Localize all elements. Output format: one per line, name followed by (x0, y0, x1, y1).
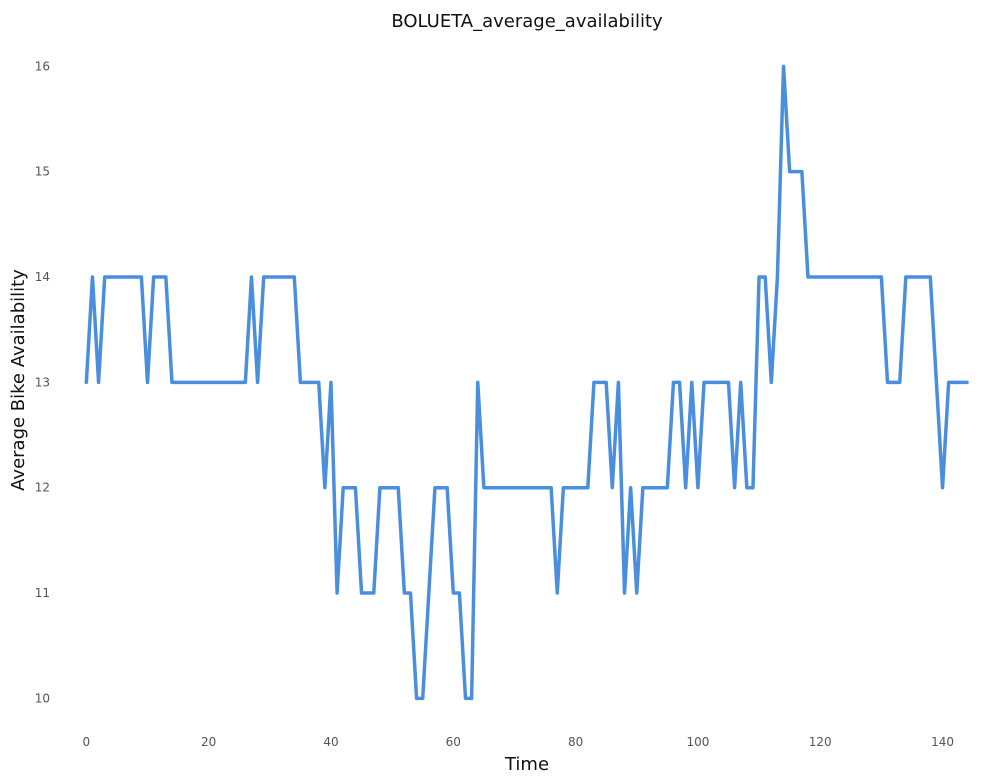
x-axis-label: Time (504, 754, 549, 775)
y-axis-label: Average Bike Availability (8, 269, 29, 491)
x-tick-label: 120 (809, 735, 832, 749)
chart-title: BOLUETA_average_availability (391, 11, 663, 32)
x-tick-label: 60 (446, 735, 461, 749)
y-tick-label: 11 (35, 586, 50, 600)
y-tick-label: 14 (35, 270, 50, 284)
x-tick-label: 40 (323, 735, 338, 749)
series-line (84, 64, 969, 701)
series-layer (84, 64, 969, 701)
y-tick-labels: 10 11 12 13 14 15 16 (35, 59, 50, 705)
x-tick-label: 100 (686, 735, 709, 749)
x-tick-label: 140 (931, 735, 954, 749)
y-tick-label: 16 (35, 59, 50, 73)
y-tick-label: 15 (35, 165, 50, 179)
y-tick-label: 10 (35, 691, 50, 705)
x-tick-label: 20 (201, 735, 216, 749)
y-tick-label: 13 (35, 375, 50, 389)
y-tick-label: 12 (35, 481, 50, 495)
x-tick-labels: 0 20 40 60 80 100 120 140 (83, 735, 954, 749)
x-tick-label: 80 (568, 735, 583, 749)
x-tick-label: 0 (83, 735, 91, 749)
